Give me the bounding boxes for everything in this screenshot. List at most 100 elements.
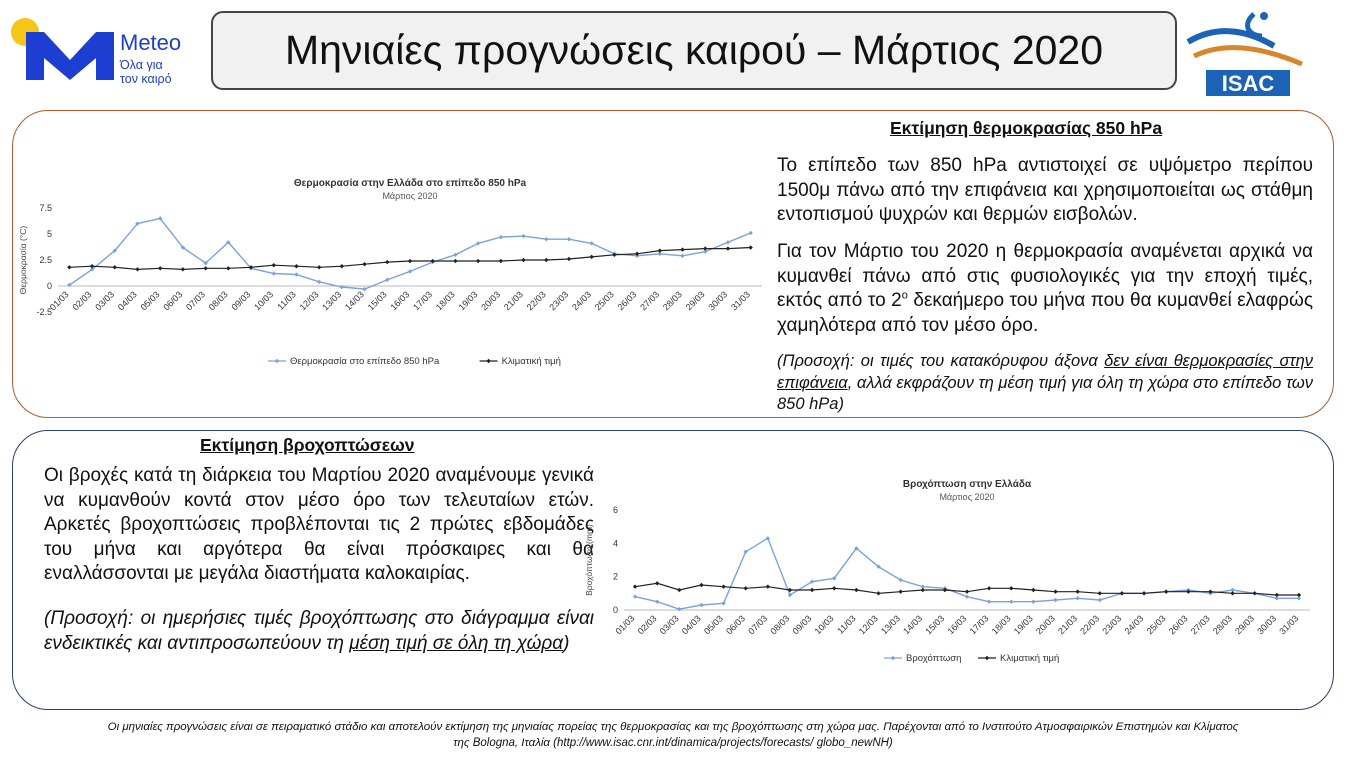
data-point: [920, 587, 925, 593]
data-point: [180, 245, 186, 250]
temperature-paragraph-2: Για τον Μάρτιο του 2020 η θερμοκρασία αν…: [777, 240, 1313, 338]
footer-line-2: της Bologna, Ιταλία (http://www.isac.cnr…: [453, 737, 893, 749]
data-point: [964, 589, 970, 594]
data-point: [680, 247, 685, 252]
data-point: [986, 599, 992, 604]
x-tick-label: 12/03: [298, 289, 321, 312]
data-point: [1296, 592, 1302, 598]
data-point: [157, 216, 163, 221]
x-tick-label: 14/03: [901, 613, 924, 636]
footer-note: Οι μηνιαίες προγνώσεις είναι σε πειραματ…: [14, 719, 1332, 751]
data-point: [135, 221, 140, 226]
x-tick-label: 12/03: [857, 613, 880, 636]
y-tick-label: 0: [47, 281, 52, 291]
x-tick-label: 24/03: [1122, 613, 1145, 636]
y-tick-label: 4: [613, 538, 618, 548]
data-point: [544, 257, 549, 263]
temperature-chart: Θερμοκρασία στην Ελλάδα στο επίπεδο 850 …: [18, 178, 762, 367]
data-point: [632, 594, 638, 599]
temperature-note-a: (Προσοχή: οι τιμές του κατακόρυφου άξονα: [777, 352, 1105, 370]
data-point: [316, 279, 322, 285]
data-point: [362, 261, 367, 267]
data-point: [544, 237, 549, 242]
data-point: [203, 260, 208, 266]
x-tick-label: 07/03: [184, 289, 207, 312]
data-point: [898, 589, 903, 594]
data-point: [1274, 596, 1280, 601]
data-point: [453, 258, 458, 264]
x-tick-label: 28/03: [1211, 613, 1234, 636]
x-tick-label: 23/03: [1100, 613, 1123, 636]
data-point: [271, 271, 276, 276]
x-tick-label: 13/03: [879, 613, 902, 636]
y-axis-label: Βροχόπτωση (mm): [584, 524, 594, 596]
data-point: [632, 584, 638, 589]
x-tick-label: 14/03: [343, 289, 366, 312]
x-tick-label: 15/03: [366, 289, 389, 312]
data-point: [1053, 597, 1058, 603]
data-point: [362, 286, 367, 292]
x-tick-label: 16/03: [945, 613, 968, 636]
data-point: [498, 258, 504, 264]
data-point: [316, 265, 322, 270]
data-point: [407, 269, 413, 274]
legend-swatch-marker: [890, 655, 896, 661]
data-point: [699, 582, 704, 588]
x-tick-label: 30/03: [706, 289, 729, 312]
data-point: [112, 265, 117, 270]
y-tick-label: 0: [613, 605, 618, 615]
data-point: [654, 581, 660, 586]
legend-entry: Κλιματική τιμή: [502, 356, 561, 367]
data-point: [339, 264, 345, 269]
data-point: [566, 237, 572, 242]
x-tick-label: 16/03: [388, 289, 411, 312]
data-point: [430, 258, 435, 264]
data-point: [453, 252, 458, 257]
x-tick-label: 31/03: [1277, 613, 1300, 636]
data-point: [809, 587, 815, 593]
x-tick-label: 04/03: [680, 613, 703, 636]
x-tick-label: 10/03: [813, 613, 836, 636]
data-point: [787, 587, 793, 593]
x-tick-label: 08/03: [207, 289, 230, 312]
data-point: [898, 577, 903, 583]
x-tick-label: 23/03: [547, 289, 570, 312]
x-tick-label: 09/03: [791, 613, 814, 636]
x-tick-label: 06/03: [161, 289, 184, 312]
legend-swatch-marker: [274, 358, 280, 364]
series-line: [69, 246, 751, 271]
meteo-brand-name: Meteo: [120, 30, 182, 55]
chart-title: Θερμοκρασία στην Ελλάδα στο επίπεδο 850 …: [294, 178, 527, 189]
data-point: [1053, 589, 1058, 594]
data-point: [1230, 587, 1235, 593]
data-point: [407, 258, 413, 264]
data-point: [498, 234, 504, 240]
data-point: [964, 594, 970, 599]
data-point: [721, 601, 726, 606]
data-point: [1230, 591, 1235, 596]
data-point: [248, 265, 254, 270]
data-point: [226, 266, 231, 271]
temperature-paragraph-2-b: δεκαήμερο του μήνα που θα κυμανθεί ελαφρ…: [777, 290, 1313, 336]
precipitation-chart: Βροχόπτωση στην Ελλάδα Μάρτιος 2020 Βροχόπ…: [584, 479, 1310, 664]
data-point: [748, 245, 753, 250]
data-point: [1208, 589, 1213, 594]
data-point: [475, 258, 481, 264]
precipitation-note-b: ): [563, 632, 570, 654]
data-point: [89, 264, 95, 269]
meteo-slogan: Όλα για τον καιρό: [120, 58, 172, 86]
data-point: [677, 606, 682, 612]
data-point: [157, 266, 163, 271]
data-point: [1031, 599, 1036, 604]
x-tick-label: 20/03: [479, 289, 502, 312]
data-point: [1119, 591, 1125, 596]
data-point: [703, 246, 708, 251]
y-axis-label: Θερμοκρασία (°C): [18, 226, 28, 295]
x-tick-label: 05/03: [139, 289, 162, 312]
y-tick-label: -2.5: [36, 307, 52, 317]
x-tick-label: 22/03: [1078, 613, 1101, 636]
data-point: [703, 249, 708, 254]
data-point: [339, 284, 345, 290]
data-point: [1274, 592, 1280, 598]
x-tick-label: 08/03: [768, 613, 791, 636]
